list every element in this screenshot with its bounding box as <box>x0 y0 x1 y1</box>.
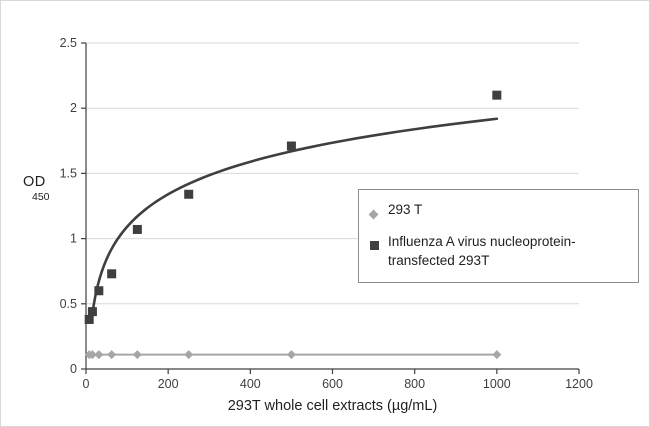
x-tick-label: 0 <box>83 377 90 391</box>
data-point-square <box>107 269 117 279</box>
y-tick-label: 1.5 <box>60 166 77 180</box>
x-tick-label: 200 <box>158 377 179 391</box>
data-point-diamond <box>286 350 296 360</box>
data-point-diamond <box>492 350 502 360</box>
y-tick-label: 0.5 <box>60 297 77 311</box>
y-axis-title-subscript: 450 <box>32 191 50 203</box>
y-axis-title-text: OD <box>23 174 46 190</box>
legend-item-influenza-np: Influenza A virus nucleoprotein-transfec… <box>370 232 628 271</box>
data-point-square <box>184 189 194 199</box>
diamond-marker-icon <box>368 209 379 220</box>
legend: 293 T Influenza A virus nucleoprotein-tr… <box>358 189 639 283</box>
y-tick-label: 1 <box>70 232 77 246</box>
x-tick-label: 600 <box>322 377 343 391</box>
data-point-square <box>84 314 94 324</box>
y-tick-label: 2.5 <box>60 36 77 50</box>
x-tick-label: 800 <box>404 377 425 391</box>
data-point-square <box>132 224 142 234</box>
square-marker-icon <box>370 240 379 250</box>
y-tick-label: 0 <box>70 362 77 376</box>
data-point-diamond <box>107 350 117 360</box>
data-point-square <box>94 286 104 296</box>
legend-marker-cell <box>370 232 388 256</box>
data-point-diamond <box>132 350 142 360</box>
x-tick-label: 1000 <box>483 377 511 391</box>
legend-label: Influenza A virus nucleoprotein-transfec… <box>388 233 576 269</box>
data-point-diamond <box>184 350 194 360</box>
legend-item-293t: 293 T <box>368 200 628 224</box>
data-point-square <box>87 307 97 317</box>
trend-curve <box>90 117 499 318</box>
x-tick-label: 400 <box>240 377 261 391</box>
x-tick-label: 1200 <box>565 377 593 391</box>
data-point-diamond <box>87 350 97 360</box>
data-point-square <box>492 90 502 100</box>
y-axis-title: OD 450 <box>23 173 50 203</box>
data-point-square <box>286 141 296 151</box>
x-axis-title: 293T whole cell extracts (µg/mL) <box>227 398 438 414</box>
y-tick-label: 2 <box>70 101 77 115</box>
data-point-diamond <box>94 350 104 360</box>
legend-label: 293 T <box>388 202 423 217</box>
legend-marker-cell <box>368 200 388 224</box>
